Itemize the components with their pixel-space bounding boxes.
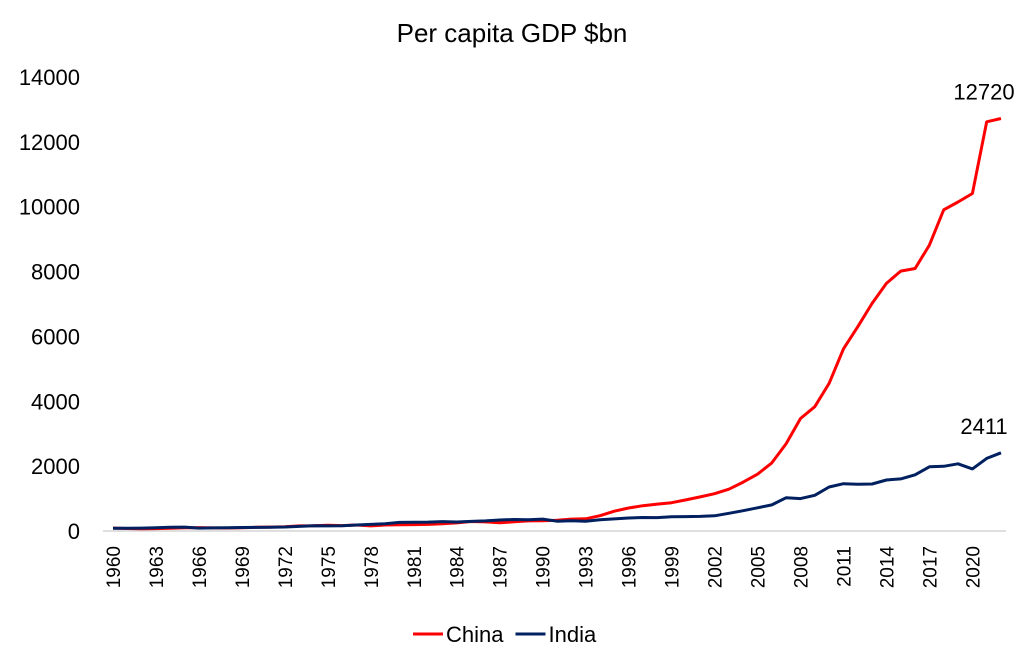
y-tick-label: 14000 <box>19 65 80 90</box>
x-axis-ticks: 1960 1963 1966 1969 1972 1975 1978 1981 1984 1987… <box>104 546 984 589</box>
series-line-india <box>112 451 1002 530</box>
x-tick-label: 2011 <box>834 546 855 587</box>
end-label-india: 2411 <box>960 414 1007 439</box>
legend-label: India <box>548 622 596 647</box>
end-label-china: 12720 <box>953 80 1014 105</box>
x-tick-label: 1993 <box>577 546 598 588</box>
x-tick-label: 1990 <box>534 546 555 588</box>
x-tick-label: 1978 <box>362 546 383 588</box>
x-tick-label: 2008 <box>791 546 812 588</box>
y-tick-label: 10000 <box>19 195 80 220</box>
y-axis-ticks: 0 2000 4000 6000 8000 10000 12000 14000 <box>19 65 80 544</box>
x-tick-label: 1960 <box>104 546 125 588</box>
legend-item-india: India <box>515 622 597 647</box>
y-tick-label: 8000 <box>31 260 80 285</box>
x-tick-label: 1975 <box>319 546 340 588</box>
legend-label: China <box>446 622 504 647</box>
legend-item-china: China <box>413 622 504 647</box>
x-tick-label: 2017 <box>920 546 941 588</box>
x-tick-label: 1996 <box>620 546 641 588</box>
y-tick-label: 4000 <box>31 389 80 414</box>
y-tick-label: 12000 <box>19 130 80 155</box>
series-lines <box>112 117 1002 531</box>
x-tick-label: 1963 <box>147 546 168 588</box>
chart-title: Per capita GDP $bn <box>397 18 628 48</box>
y-tick-label: 2000 <box>31 454 80 479</box>
x-tick-label: 1972 <box>276 546 297 588</box>
series-end-labels: 12720 2411 <box>953 80 1014 439</box>
x-tick-label: 2005 <box>749 546 770 588</box>
x-tick-label: 2014 <box>877 546 898 589</box>
x-tick-label: 1987 <box>491 546 512 588</box>
x-tick-label: 1984 <box>448 546 469 589</box>
x-tick-label: 2002 <box>706 546 727 588</box>
x-tick-label: 1999 <box>663 546 684 588</box>
x-tick-label: 1981 <box>405 546 426 588</box>
series-line-china <box>112 117 1002 531</box>
legend: China India <box>413 622 597 647</box>
y-tick-label: 0 <box>68 519 80 544</box>
y-tick-label: 6000 <box>31 324 80 349</box>
x-tick-label: 1969 <box>233 546 254 588</box>
x-tick-label: 2020 <box>963 546 984 588</box>
x-tick-label: 1966 <box>190 546 211 588</box>
